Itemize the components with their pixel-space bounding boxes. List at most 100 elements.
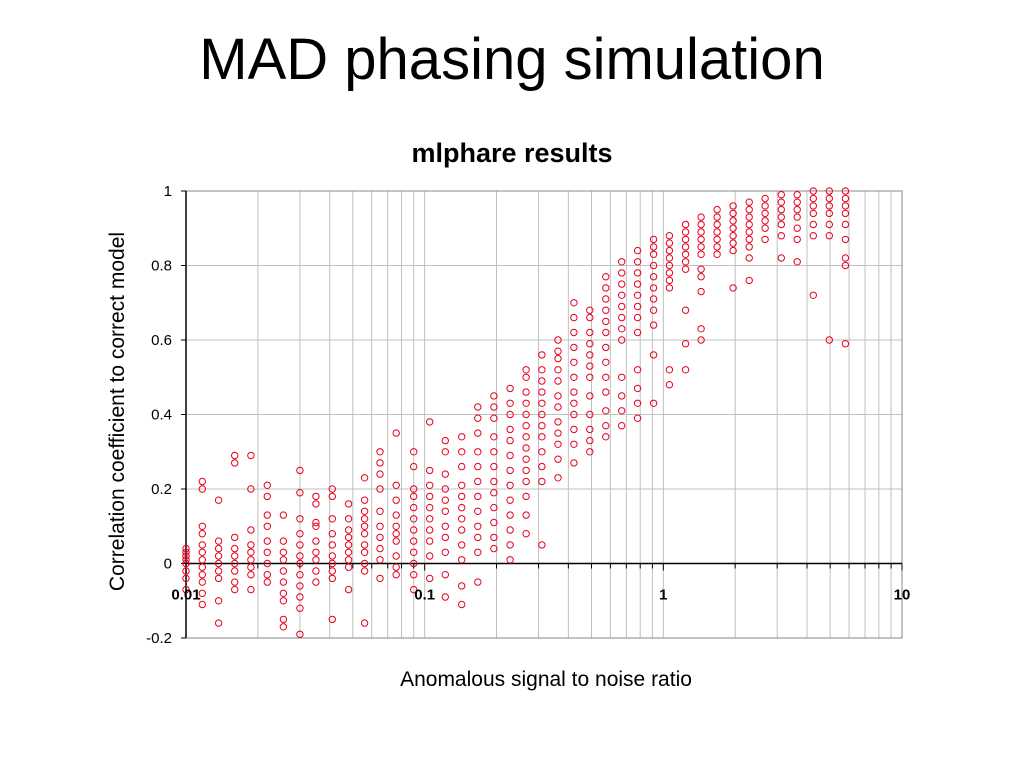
- data-point: [344, 526, 353, 534]
- data-point: [247, 485, 255, 493]
- data-point: [376, 459, 384, 467]
- data-point: [602, 328, 610, 337]
- data-point: [538, 477, 546, 486]
- slide-title: MAD phasing simulation: [199, 27, 825, 92]
- data-point: [841, 235, 850, 244]
- data-point: [681, 235, 690, 244]
- data-point: [279, 578, 288, 586]
- data-point: [649, 243, 658, 251]
- data-point: [360, 619, 369, 627]
- data-point: [649, 273, 658, 281]
- data-point: [312, 548, 320, 556]
- data-point: [745, 235, 753, 244]
- data-point: [777, 205, 785, 214]
- data-point: [392, 530, 400, 538]
- data-point: [231, 567, 239, 575]
- data-point: [410, 585, 418, 594]
- data-point: [538, 377, 546, 385]
- data-point: [586, 328, 594, 337]
- data-point: [231, 585, 239, 594]
- data-point: [809, 187, 817, 195]
- data-point: [296, 593, 304, 601]
- data-point: [392, 563, 400, 571]
- data-point: [360, 541, 369, 549]
- data-point: [360, 496, 369, 504]
- data-point: [490, 477, 498, 486]
- y-tick-label: 0.4: [151, 407, 172, 424]
- data-point: [570, 343, 578, 352]
- data-point: [841, 261, 850, 270]
- data-point: [328, 574, 336, 583]
- data-point: [729, 209, 737, 218]
- data-point: [506, 410, 514, 419]
- data-point: [681, 228, 690, 236]
- data-point: [312, 500, 320, 508]
- data-point: [586, 436, 594, 445]
- data-point: [665, 381, 674, 389]
- data-point: [182, 552, 190, 560]
- data-point: [570, 373, 578, 381]
- data-point: [618, 269, 626, 277]
- data-point: [554, 403, 562, 411]
- data-point: [344, 500, 353, 508]
- data-point: [649, 306, 658, 314]
- data-point: [506, 425, 514, 434]
- data-point: [247, 548, 255, 556]
- data-point: [570, 328, 578, 337]
- data-point: [458, 503, 466, 512]
- data-point: [328, 492, 336, 501]
- data-point: [410, 526, 418, 534]
- data-point: [392, 522, 400, 530]
- data-point: [328, 515, 336, 523]
- data-point: [681, 306, 690, 314]
- data-point: [410, 571, 418, 579]
- data-point: [777, 220, 785, 229]
- data-point: [474, 414, 482, 422]
- data-point: [247, 571, 255, 579]
- data-point: [198, 541, 207, 549]
- data-point: [458, 462, 466, 471]
- data-point: [570, 358, 578, 366]
- data-point: [618, 302, 626, 311]
- data-point: [697, 336, 705, 344]
- data-point: [490, 518, 498, 527]
- data-point: [328, 541, 336, 549]
- data-point: [825, 220, 833, 229]
- data-point: [296, 530, 304, 538]
- data-point: [328, 552, 336, 560]
- data-point: [263, 492, 271, 501]
- data-point: [296, 604, 304, 612]
- data-point: [296, 466, 304, 475]
- data-point: [697, 265, 705, 273]
- data-point: [360, 515, 369, 523]
- data-point: [554, 474, 562, 482]
- data-point: [554, 377, 562, 385]
- data-point: [247, 563, 255, 571]
- data-point: [649, 351, 658, 359]
- y-tick-label: 0.8: [151, 258, 172, 275]
- data-point: [426, 466, 434, 475]
- data-point: [441, 507, 449, 515]
- data-point: [392, 537, 400, 545]
- data-point: [279, 537, 288, 545]
- data-point: [570, 299, 578, 307]
- data-point: [649, 321, 658, 329]
- data-point: [279, 511, 288, 519]
- data-point: [761, 235, 769, 244]
- data-point: [554, 336, 562, 344]
- data-point: [825, 209, 833, 218]
- data-point: [490, 533, 498, 542]
- data-point: [474, 462, 482, 471]
- data-point: [506, 399, 514, 407]
- data-point: [793, 224, 801, 232]
- data-point: [490, 462, 498, 471]
- data-point: [296, 489, 304, 497]
- data-point: [602, 433, 610, 441]
- data-point: [809, 209, 817, 218]
- data-point: [841, 209, 850, 218]
- data-point: [263, 511, 271, 519]
- data-point: [570, 410, 578, 419]
- data-point: [618, 422, 626, 430]
- data-point: [554, 429, 562, 437]
- data-point: [441, 448, 449, 456]
